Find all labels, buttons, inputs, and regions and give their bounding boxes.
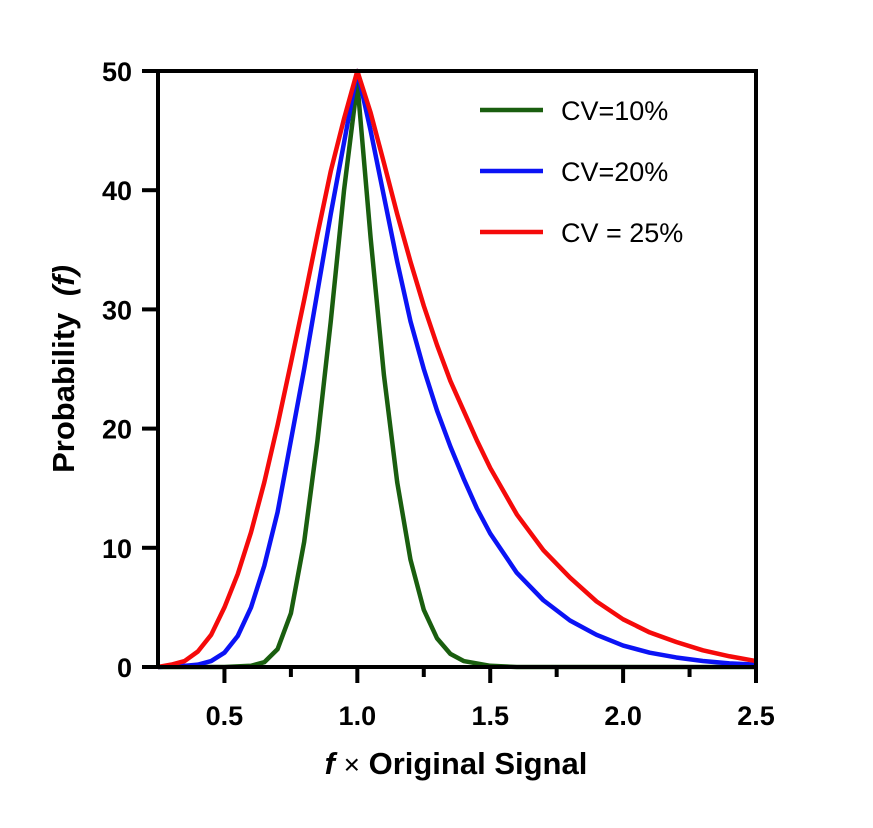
x-tick-label: 1.5 [471, 701, 509, 731]
x-axis-title-times: × [344, 749, 360, 780]
y-tick-label: 50 [102, 57, 132, 87]
y-axis-title-var: (f) [46, 265, 81, 296]
x-tick-label: 2.0 [604, 701, 642, 731]
series-line-1 [158, 80, 756, 670]
y-tick-label: 0 [117, 653, 132, 683]
x-tick-label: 0.5 [206, 701, 244, 731]
x-tick-label: 1.0 [339, 701, 377, 731]
series-layer [157, 68, 757, 670]
legend-label-1: CV=10% [561, 96, 668, 126]
y-tick-label: 30 [102, 295, 132, 325]
y-axis-title-main: Probability [46, 312, 81, 473]
legend: CV=10% CV=20% CV = 25% [480, 96, 683, 248]
legend-label-2: CV=20% [561, 157, 668, 187]
y-tick-label: 10 [102, 534, 132, 564]
x-axis-title: f × Original Signal [325, 746, 588, 781]
ticks-layer: 0.5 1.0 1.5 2.0 2.5 0 10 20 30 40 50 [102, 57, 775, 731]
y-tick-label: 20 [102, 415, 132, 445]
x-tick-label: 2.5 [737, 701, 775, 731]
legend-label-3: CV = 25% [561, 218, 683, 248]
x-axis-title-rest: Original Signal [369, 746, 588, 781]
y-tick-label: 40 [102, 176, 132, 206]
x-axis-title-var: f [325, 746, 338, 781]
axes-layer [156, 69, 758, 669]
y-axis-title: Probability (f) [46, 265, 81, 473]
series-line-3 [157, 68, 757, 670]
series-line-2 [157, 68, 757, 670]
